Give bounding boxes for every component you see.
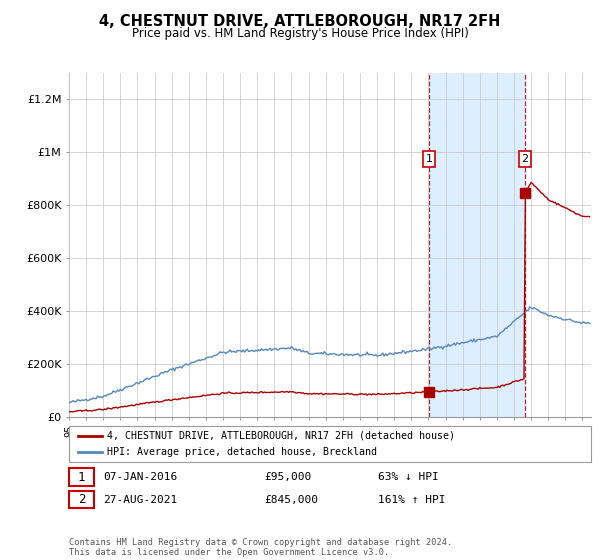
Text: HPI: Average price, detached house, Breckland: HPI: Average price, detached house, Brec… [107,447,377,457]
Text: 1: 1 [78,470,85,484]
Text: £95,000: £95,000 [264,472,311,482]
Text: 4, CHESTNUT DRIVE, ATTLEBOROUGH, NR17 2FH (detached house): 4, CHESTNUT DRIVE, ATTLEBOROUGH, NR17 2F… [107,431,455,441]
Text: 27-AUG-2021: 27-AUG-2021 [103,494,178,505]
Text: 07-JAN-2016: 07-JAN-2016 [103,472,178,482]
Text: 2: 2 [521,154,529,164]
Bar [525,73,591,417]
Text: 161% ↑ HPI: 161% ↑ HPI [378,494,445,505]
Text: Price paid vs. HM Land Registry's House Price Index (HPI): Price paid vs. HM Land Registry's House … [131,27,469,40]
Text: Contains HM Land Registry data © Crown copyright and database right 2024.
This d: Contains HM Land Registry data © Crown c… [69,538,452,557]
Text: 4, CHESTNUT DRIVE, ATTLEBOROUGH, NR17 2FH: 4, CHESTNUT DRIVE, ATTLEBOROUGH, NR17 2F… [100,14,500,29]
Text: 2: 2 [78,493,85,506]
Text: £845,000: £845,000 [264,494,318,505]
Text: 63% ↓ HPI: 63% ↓ HPI [378,472,439,482]
Text: 1: 1 [425,154,433,164]
Bar [429,73,525,417]
